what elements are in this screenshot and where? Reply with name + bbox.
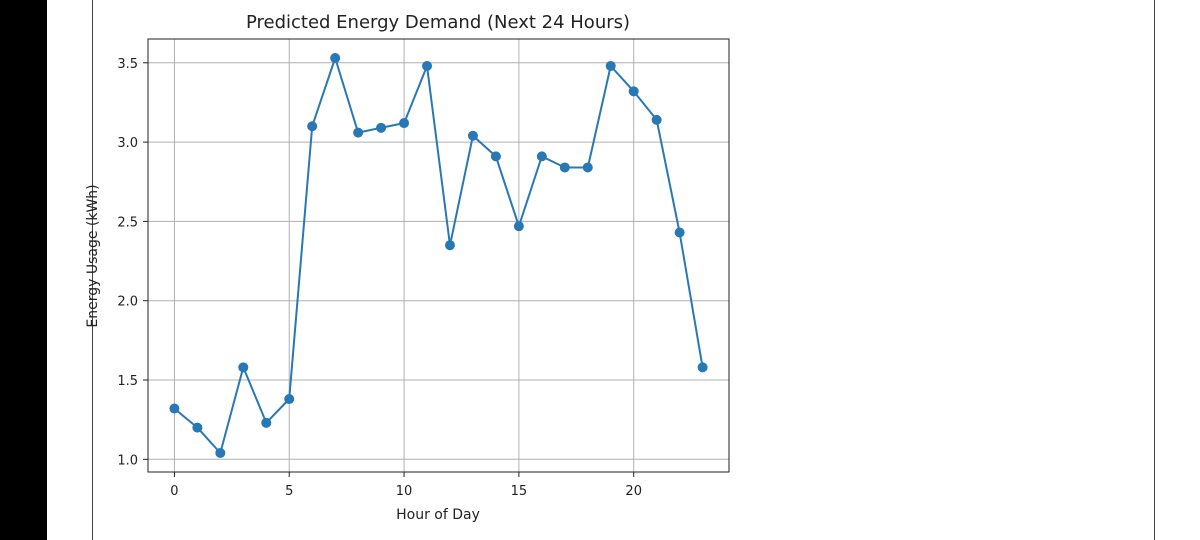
data-point-marker [376, 122, 387, 133]
data-point-marker [422, 60, 433, 71]
y-tick-label: 3.5 [117, 57, 138, 72]
data-point-marker [399, 118, 410, 129]
series-layer [169, 53, 708, 458]
data-point-marker [192, 422, 203, 433]
data-point-marker [651, 114, 662, 125]
left-black-border [0, 0, 47, 540]
y-tick-label: 3.0 [117, 136, 138, 151]
data-point-marker [490, 151, 501, 162]
data-point-marker [238, 362, 249, 373]
data-point-marker [697, 362, 708, 373]
y-tick-label: 1.0 [117, 453, 138, 468]
data-point-marker [307, 121, 318, 132]
x-tick-label: 15 [511, 484, 528, 499]
data-point-marker [169, 403, 180, 414]
data-point-marker [674, 227, 685, 238]
data-point-marker [513, 221, 524, 232]
chart-title: Predicted Energy Demand (Next 24 Hours) [246, 12, 630, 33]
x-tick-label: 5 [285, 484, 293, 499]
data-point-marker [330, 53, 341, 64]
x-tick-label: 20 [625, 484, 642, 499]
y-tick-label: 2.0 [117, 295, 138, 310]
data-point-marker [284, 394, 295, 405]
x-tick-label: 10 [396, 484, 413, 499]
data-point-marker [444, 240, 455, 251]
x-tick-label: 0 [170, 484, 178, 499]
data-point-marker [559, 162, 570, 173]
grid-lines [148, 39, 729, 472]
axis-ticks: 0 5 10 15 20 1.0 1.5 2.0 2.5 3.0 3.5 [117, 57, 642, 499]
plot-area [147, 38, 730, 473]
data-point-marker [536, 151, 547, 162]
data-point-marker [582, 162, 593, 173]
right-frame-line [1154, 0, 1155, 540]
y-tick-label: 1.5 [117, 374, 138, 389]
y-axis-title: Energy Usage (kWh) [85, 184, 101, 327]
series-line [173, 57, 704, 454]
data-point-marker [628, 86, 639, 97]
left-frame-line [92, 0, 93, 540]
x-axis-title: Hour of Day [396, 507, 480, 523]
data-point-marker [605, 60, 616, 71]
data-point-marker [467, 130, 478, 141]
data-point-marker [353, 127, 364, 138]
data-point-marker [261, 417, 272, 428]
y-tick-label: 2.5 [117, 215, 138, 230]
data-point-marker [215, 447, 226, 458]
